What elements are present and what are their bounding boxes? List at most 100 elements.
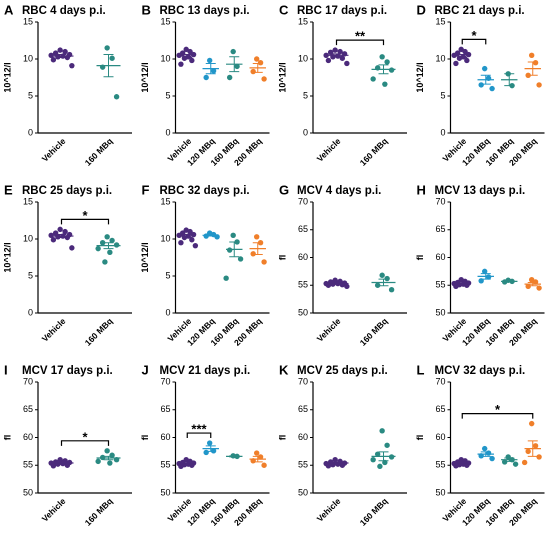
data-point bbox=[69, 62, 75, 69]
error-bar bbox=[457, 461, 468, 465]
panel: G MCV 4 days p.i. fl 50 55 60 65 70 Vehicle 160 M… bbox=[277, 182, 407, 348]
x-tick-label: Vehicle bbox=[315, 316, 343, 344]
panel-title: RBC 25 days p.i. bbox=[22, 185, 112, 197]
data-point bbox=[464, 57, 470, 64]
error-bar bbox=[252, 62, 263, 73]
data-point bbox=[50, 463, 57, 469]
y-tick-label: 15 bbox=[23, 16, 33, 26]
data-point bbox=[210, 68, 217, 74]
data-point bbox=[532, 60, 539, 66]
data-point bbox=[48, 232, 54, 238]
y-tick-label: 55 bbox=[298, 280, 308, 290]
data-point bbox=[536, 82, 542, 88]
data-point bbox=[374, 282, 381, 288]
data-point bbox=[55, 234, 61, 240]
x-tick-label: 160 MBq bbox=[358, 136, 390, 168]
y-tick-label: 60 bbox=[23, 432, 33, 442]
significance-bracket bbox=[60, 440, 110, 446]
panel: H MCV 13 days p.i.fl5055606570Vehicle120 … bbox=[415, 182, 545, 348]
y-tick-label: 55 bbox=[160, 460, 170, 470]
data-point bbox=[384, 59, 390, 65]
panel: K MCV 25 days p.i. fl 50 55 60 65 70 Vehicle 160 … bbox=[277, 362, 407, 528]
data-point bbox=[489, 455, 495, 462]
y-tick-label: 15 bbox=[160, 16, 170, 26]
data-point bbox=[325, 57, 332, 64]
data-point bbox=[528, 52, 535, 58]
error-bar bbox=[103, 455, 114, 461]
significance-bracket bbox=[186, 432, 212, 439]
data-point bbox=[261, 259, 267, 265]
data-point bbox=[57, 47, 63, 53]
x-tick-label: Vehicle bbox=[315, 136, 343, 164]
y-tick-label: 70 bbox=[435, 196, 445, 206]
y-tick-label: 10 bbox=[23, 53, 33, 63]
panel: C RBC 17 days p.i. 10^12/l 0 5 10 15 Vehicle 160… bbox=[277, 2, 407, 168]
panel: I MCV 17 days p.i. fl 50 55 60 65 70 Vehicle 160 … bbox=[2, 362, 132, 528]
error-bar bbox=[252, 242, 263, 256]
y-axis-label: 10^12/l bbox=[277, 62, 287, 92]
data-point bbox=[57, 457, 63, 463]
y-tick-label: 55 bbox=[298, 460, 308, 470]
error-bar bbox=[182, 234, 193, 239]
error-bar bbox=[480, 451, 491, 457]
y-axis-label: fl bbox=[140, 435, 150, 441]
data-point bbox=[104, 448, 110, 454]
data-point bbox=[462, 48, 468, 55]
y-tick-label: 50 bbox=[435, 307, 445, 317]
data-point bbox=[176, 52, 182, 58]
y-tick-label: 5 bbox=[28, 270, 33, 280]
y-tick-label: 5 bbox=[28, 90, 33, 100]
y-tick-label: 0 bbox=[440, 127, 445, 137]
error-bar bbox=[378, 64, 389, 75]
error-bar bbox=[182, 54, 193, 59]
data-point bbox=[109, 452, 115, 458]
panel-title: RBC 32 days p.i. bbox=[160, 185, 250, 197]
data-point bbox=[176, 232, 182, 238]
y-tick-label: 50 bbox=[298, 487, 308, 497]
data-point bbox=[95, 245, 101, 252]
y-tick-label: 50 bbox=[435, 487, 445, 497]
data-point bbox=[69, 245, 75, 251]
panel: F RBC 32 days p.i.10^12/l051015Vehicle120… bbox=[140, 182, 270, 348]
data-point bbox=[388, 67, 395, 73]
data-point bbox=[489, 85, 495, 92]
panel-title: RBC 4 days p.i. bbox=[22, 5, 106, 17]
data-point bbox=[50, 57, 57, 63]
data-point bbox=[501, 459, 508, 465]
data-point bbox=[187, 48, 193, 55]
y-tick-label: 0 bbox=[28, 127, 33, 137]
y-axis-label: fl bbox=[277, 255, 287, 261]
x-tick-label: 160 MBq bbox=[358, 496, 390, 528]
data-point bbox=[528, 420, 535, 427]
y-tick-label: 15 bbox=[435, 16, 445, 26]
significance-label: *** bbox=[191, 421, 207, 436]
y-tick-label: 60 bbox=[435, 432, 445, 442]
panel-letter: A bbox=[4, 2, 14, 17]
data-point bbox=[512, 461, 519, 467]
y-tick-label: 65 bbox=[160, 404, 170, 414]
significance-bracket bbox=[60, 218, 110, 225]
significance-label: * bbox=[471, 28, 477, 43]
data-point bbox=[384, 442, 390, 448]
data-point bbox=[379, 54, 385, 60]
data-point bbox=[203, 74, 209, 81]
error-bar bbox=[504, 280, 515, 283]
panel: J MCV 21 days p.i.fl5055606570Vehicle120 … bbox=[140, 362, 270, 528]
data-point bbox=[99, 240, 106, 246]
error-bar bbox=[252, 455, 263, 463]
data-point bbox=[332, 457, 338, 463]
y-axis-label: fl bbox=[277, 435, 287, 441]
y-axis-label: fl bbox=[415, 255, 425, 261]
panel-title: MCV 4 days p.i. bbox=[297, 185, 381, 197]
y-axis-label: 10^12/l bbox=[415, 62, 425, 92]
significance-label: * bbox=[495, 402, 501, 417]
data-point bbox=[384, 275, 390, 282]
data-point bbox=[107, 249, 113, 256]
data-point bbox=[532, 279, 539, 285]
y-tick-label: 65 bbox=[435, 404, 445, 414]
x-tick-label: Vehicle bbox=[40, 496, 68, 524]
y-tick-label: 5 bbox=[165, 270, 170, 280]
data-point bbox=[379, 272, 385, 278]
y-tick-label: 65 bbox=[298, 404, 308, 414]
data-point bbox=[178, 463, 184, 470]
